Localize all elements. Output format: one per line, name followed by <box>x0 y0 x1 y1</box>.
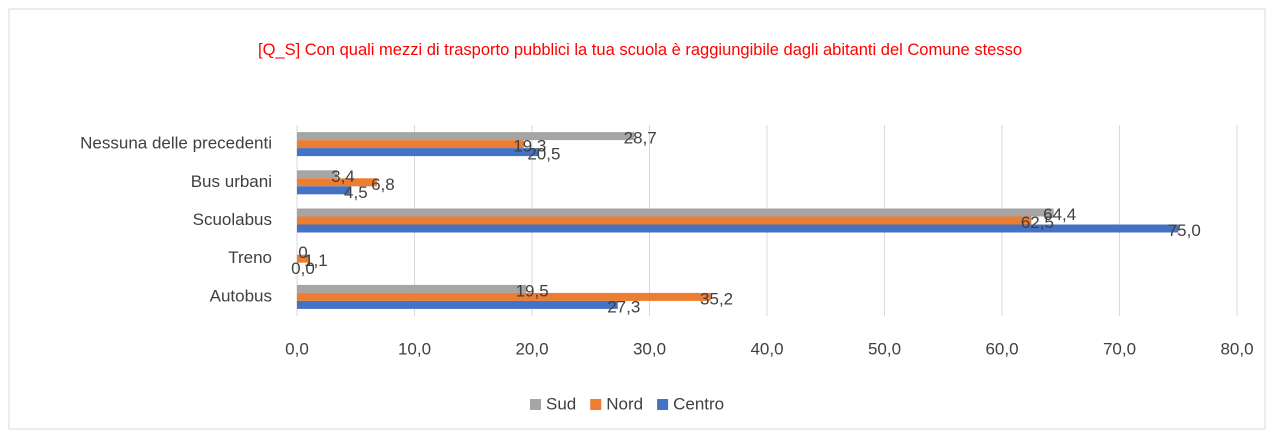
bar <box>297 186 350 195</box>
legend-label: Sud <box>546 394 576 413</box>
y-tick-label: Treno <box>228 248 272 267</box>
x-tick-label: 40,0 <box>750 339 783 358</box>
bar <box>297 178 377 187</box>
x-tick-label: 20,0 <box>515 339 548 358</box>
data-label: 3,4 <box>331 167 355 186</box>
bar <box>297 254 310 263</box>
data-label: 19,5 <box>516 281 549 300</box>
x-tick-label: 30,0 <box>633 339 666 358</box>
legend-label: Centro <box>673 394 724 413</box>
y-tick-label: Scuolabus <box>193 210 272 229</box>
bar <box>297 208 1054 217</box>
data-label: 28,7 <box>624 129 657 148</box>
data-label: 0,0 <box>291 259 315 278</box>
data-label: 75,0 <box>1168 221 1201 240</box>
bar <box>297 224 1179 233</box>
data-label: 6,8 <box>371 175 395 194</box>
bar <box>297 170 337 179</box>
x-tick-label: 50,0 <box>868 339 901 358</box>
bar <box>297 148 538 157</box>
y-tick-label: Nessuna delle precedenti <box>80 134 272 153</box>
x-tick-label: 10,0 <box>398 339 431 358</box>
data-label: 35,2 <box>700 289 733 308</box>
bar <box>297 140 524 149</box>
data-label: 19,3 <box>513 137 546 156</box>
x-tick-label: 0,0 <box>285 339 309 358</box>
bar <box>297 284 527 293</box>
bar <box>297 216 1032 225</box>
y-tick-label: Autobus <box>210 286 272 305</box>
bar <box>297 300 618 309</box>
bar <box>297 292 711 301</box>
x-tick-label: 60,0 <box>985 339 1018 358</box>
data-label: 1,1 <box>304 251 328 270</box>
y-tick-label: Bus urbani <box>191 172 272 191</box>
x-tick-label: 80,0 <box>1220 339 1253 358</box>
chart-title: [Q_S] Con quali mezzi di trasporto pubbl… <box>257 41 1023 59</box>
data-label: 62,5 <box>1021 213 1054 232</box>
legend-swatch <box>657 399 669 410</box>
data-label: 64,4 <box>1043 205 1076 224</box>
data-label: 20,5 <box>527 145 560 164</box>
bar <box>297 132 635 141</box>
data-label: 4,5 <box>344 183 368 202</box>
data-label: 27,3 <box>607 297 640 316</box>
x-tick-label: 70,0 <box>1103 339 1136 358</box>
legend-swatch <box>530 399 541 410</box>
data-label: 0 <box>298 243 307 262</box>
legend-label: Nord <box>606 394 643 413</box>
legend-swatch <box>590 399 602 410</box>
